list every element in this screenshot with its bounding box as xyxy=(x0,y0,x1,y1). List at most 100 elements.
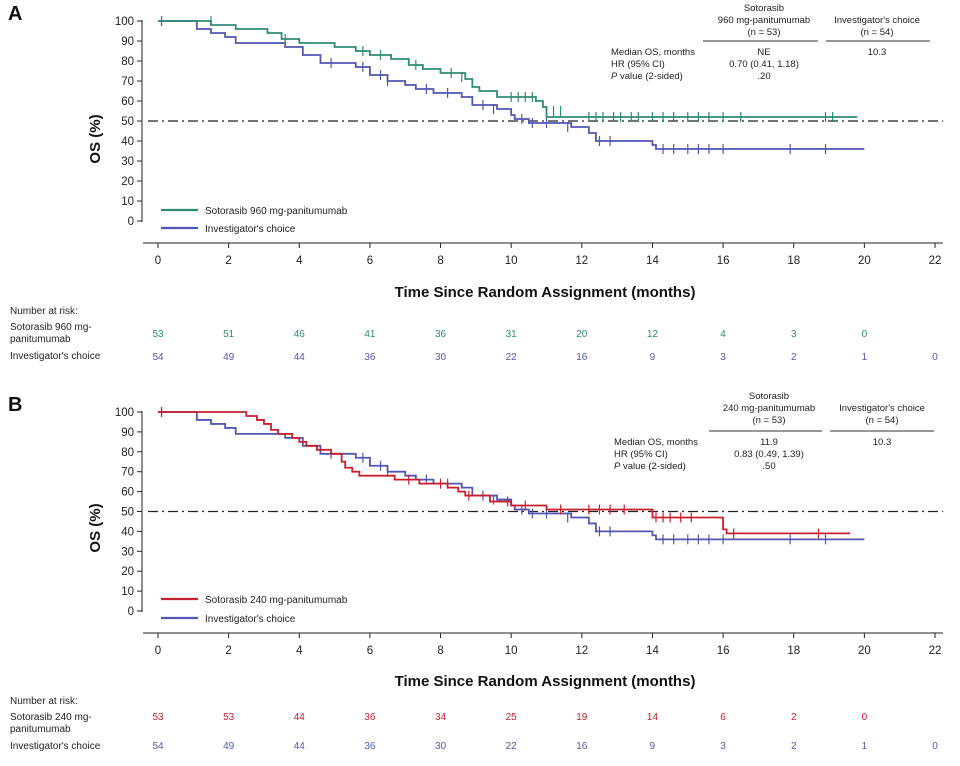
panel-a-nar-value: 3 xyxy=(720,352,726,363)
panel-a-nar-values: 53 51 46 41 36 31 20 12 4 3 054 49 44 36 30 22 16 9 3 2 1 0 xyxy=(152,329,938,363)
panel-b-col1-header-1: Sotorasib xyxy=(749,391,789,402)
panel-b-nar-value: 16 xyxy=(576,741,588,752)
panel-b-nar-value: 49 xyxy=(223,741,235,752)
panel-b-nar-value: 44 xyxy=(294,712,306,723)
panel-a-row3-label: P value (2-sided) xyxy=(611,71,683,82)
panel-b-legend-label-investigator: Investigator's choice xyxy=(205,614,296,625)
panel-a-number-at-risk: Number at risk: Sotorasib 960 mg- panitu… xyxy=(10,306,938,363)
panel-b-nar-value: 22 xyxy=(506,741,518,752)
panel-b-x-tick-label: 16 xyxy=(717,645,730,657)
panel-a-nar-value: 54 xyxy=(152,352,164,363)
panel-b-x-tick-label: 18 xyxy=(787,645,800,657)
panel-a-nar-value: 16 xyxy=(576,352,588,363)
panel-a-col2-header-1: Investigator's choice xyxy=(834,15,920,26)
panel-b-nar-value: 34 xyxy=(435,712,447,723)
panel-a-nar-label-sotorasib-2: panitumumab xyxy=(10,334,71,345)
panel-b-col2-header-1: Investigator's choice xyxy=(839,403,925,414)
panel-a-x-tick-label: 20 xyxy=(858,255,871,267)
panel-a-nar-value: 41 xyxy=(364,329,376,340)
panel-b-nar-values: 53 53 44 36 34 25 19 14 6 2 0 54 49 44 36 30 22 16 9 3 2 1 0 xyxy=(152,712,938,752)
panel-b-x-tick-label: 2 xyxy=(225,645,231,657)
panel-a-y-tick-label: 0 xyxy=(128,216,134,228)
panel-a-x-tick-label: 4 xyxy=(296,255,303,267)
panel-b-nar-value: 2 xyxy=(791,712,797,723)
panel-b-nar-value: 3 xyxy=(720,741,726,752)
panel-b-y-tick-label: 0 xyxy=(128,606,134,618)
panel-a-x-tick-label: 2 xyxy=(225,255,231,267)
panel-b-x-tick-label: 8 xyxy=(437,645,443,657)
panel-a-x-tick-label: 0 xyxy=(155,255,161,267)
panel-b-legend-label-sotorasib: Sotorasib 240 mg-panitumumab xyxy=(205,595,348,606)
panel-b-y-axis-label: OS (%) xyxy=(87,503,104,552)
panel-a-nar-value: 36 xyxy=(364,352,376,363)
panel-b-nar-value: 36 xyxy=(364,712,376,723)
panel-b-nar-value: 1 xyxy=(862,741,868,752)
panel-b-y-tick-label: 90 xyxy=(121,427,134,439)
panel-b-nar-title: Number at risk: xyxy=(10,696,78,707)
panel-b-x-tick-label: 12 xyxy=(575,645,588,657)
panel-b-x-tick-label: 10 xyxy=(505,645,518,657)
panel-b-nar-value: 53 xyxy=(152,712,164,723)
panel-a-y-tick-label: 70 xyxy=(121,76,134,88)
panel-a-row2-col1: 0.70 (0.41, 1.18) xyxy=(729,59,799,70)
panel-a-x-axis: 0 2 4 6 8 10 12 14 16 18 20 22 xyxy=(143,242,943,267)
panel-a-nar-value: 49 xyxy=(223,352,235,363)
panel-a-nar-value: 30 xyxy=(435,352,447,363)
panel-a-x-tick-label: 6 xyxy=(367,255,373,267)
panel-a-x-axis-label: Time Since Random Assignment (months) xyxy=(395,284,696,301)
panel-b-x-tick-label: 4 xyxy=(296,645,303,657)
panel-a-row3-col1: .20 xyxy=(757,71,770,82)
panel-a-curve-sotorasib xyxy=(158,20,858,118)
panel-b-nar-value: 54 xyxy=(152,741,164,752)
panel-b-row3-label: P value (2-sided) xyxy=(614,461,686,472)
panel-a-x-tick-label: 10 xyxy=(505,255,518,267)
panel-a-y-axis-label: OS (%) xyxy=(87,114,104,163)
panel-a-x-tick-label: 22 xyxy=(929,255,942,267)
panel-b-nar-value: 0 xyxy=(862,712,868,723)
panel-b-nar-value: 36 xyxy=(364,741,376,752)
panel-a-nar-value: 0 xyxy=(862,329,868,340)
panel-b-stats-table: Sotorasib 240 mg-panitumumab (n = 53) In… xyxy=(614,391,934,472)
panel-a-x-tick-label: 16 xyxy=(717,255,730,267)
panel-b-nar-value: 19 xyxy=(576,712,588,723)
panel-a-y-tick-label: 50 xyxy=(121,116,134,128)
panel-a-nar-value: 46 xyxy=(294,329,306,340)
panel-a-x-tick-label: 18 xyxy=(787,255,800,267)
panel-a-y-tick-label: 30 xyxy=(121,156,134,168)
panel-b-nar-label-sotorasib-2: panitumumab xyxy=(10,724,71,735)
panel-b-x-tick-label: 14 xyxy=(646,645,659,657)
panel-b-nar-value: 14 xyxy=(647,712,659,723)
panel-b-nar-value: 2 xyxy=(791,741,797,752)
panel-b-nar-value: 30 xyxy=(435,741,447,752)
panel-b-y-tick-label: 20 xyxy=(121,566,134,578)
panel-a-y-tick-label: 20 xyxy=(121,176,134,188)
panel-a-nar-value: 2 xyxy=(791,352,797,363)
panel-a-y-tick-label: 60 xyxy=(121,96,134,108)
panel-b-row1-col1: 11.9 xyxy=(760,437,778,448)
panel-a-nar-value: 44 xyxy=(294,352,306,363)
panel-b-legend: Sotorasib 240 mg-panitumumab Investigato… xyxy=(161,595,348,625)
panel-a-y-tick-label: 90 xyxy=(121,36,134,48)
panel-a-nar-value: 22 xyxy=(506,352,518,363)
panel-a-nar-value: 36 xyxy=(435,329,447,340)
panel-a-label: A xyxy=(8,3,22,25)
panel-a-curves xyxy=(158,16,865,154)
panel-b-row2-col1: 0.83 (0.49, 1.39) xyxy=(734,449,804,460)
panel-b-row2-label: HR (95% CI) xyxy=(614,449,668,460)
panel-a-nar-value: 9 xyxy=(650,352,656,363)
panel-b-x-axis: 0 2 4 6 8 10 12 14 16 18 20 22 xyxy=(143,632,943,657)
panel-a-nar-label-investigator: Investigator's choice xyxy=(10,351,101,362)
panel-a-col1-header-3: (n = 53) xyxy=(747,27,780,38)
panel-b-x-axis-label: Time Since Random Assignment (months) xyxy=(395,673,696,690)
panel-b-x-tick-label: 0 xyxy=(155,645,161,657)
panel-a-col1-header-1: Sotorasib xyxy=(744,3,784,14)
panel-b-y-tick-label: 80 xyxy=(121,447,134,459)
panel-a-row3-label-italic: P xyxy=(611,71,618,82)
panel-b-col1-header-2: 240 mg-panitumumab xyxy=(723,403,815,414)
panel-a-y-tick-label: 40 xyxy=(121,136,134,148)
panel-b-nar-label-investigator: Investigator's choice xyxy=(10,741,101,752)
panel-a-y-tick-label: 100 xyxy=(115,16,134,28)
panel-b-col1-header-3: (n = 53) xyxy=(752,415,785,426)
